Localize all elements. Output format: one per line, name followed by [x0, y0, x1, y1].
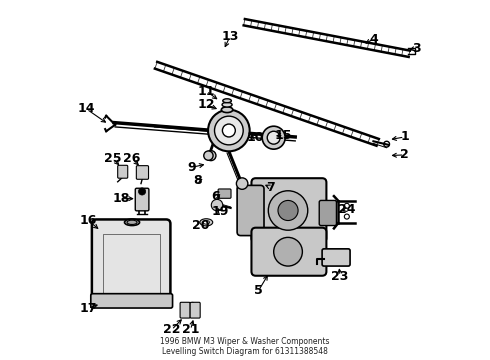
Text: 6: 6: [211, 190, 220, 203]
Circle shape: [139, 188, 146, 195]
Circle shape: [222, 124, 235, 137]
Text: 3: 3: [412, 41, 421, 54]
FancyBboxPatch shape: [136, 166, 148, 179]
Circle shape: [206, 150, 216, 161]
Ellipse shape: [127, 220, 137, 225]
Text: 7: 7: [266, 181, 274, 194]
Circle shape: [267, 131, 280, 144]
FancyBboxPatch shape: [251, 228, 326, 276]
Text: 9: 9: [187, 161, 196, 174]
Text: 15: 15: [275, 129, 293, 142]
Text: 22: 22: [163, 323, 180, 336]
Text: 17: 17: [79, 302, 97, 315]
Circle shape: [344, 214, 349, 219]
FancyBboxPatch shape: [251, 178, 326, 242]
Circle shape: [278, 201, 298, 221]
Circle shape: [274, 237, 302, 266]
FancyBboxPatch shape: [118, 165, 128, 178]
Circle shape: [344, 203, 349, 208]
Circle shape: [204, 151, 213, 160]
Ellipse shape: [124, 219, 140, 226]
Text: 26: 26: [123, 152, 141, 165]
FancyBboxPatch shape: [91, 294, 172, 308]
FancyBboxPatch shape: [190, 302, 200, 318]
Circle shape: [211, 199, 223, 211]
FancyBboxPatch shape: [180, 302, 190, 318]
FancyBboxPatch shape: [218, 189, 231, 198]
FancyBboxPatch shape: [135, 188, 149, 211]
Text: 16: 16: [79, 214, 97, 227]
FancyBboxPatch shape: [319, 201, 337, 226]
Text: 5: 5: [254, 284, 263, 297]
FancyBboxPatch shape: [237, 185, 264, 235]
Circle shape: [262, 126, 285, 149]
Text: 2: 2: [400, 148, 409, 161]
Text: 1: 1: [400, 130, 409, 144]
Circle shape: [236, 178, 248, 189]
Ellipse shape: [223, 99, 231, 103]
FancyBboxPatch shape: [322, 249, 350, 266]
Circle shape: [208, 110, 250, 151]
Ellipse shape: [222, 102, 232, 107]
Text: 23: 23: [331, 270, 349, 283]
Text: 12: 12: [197, 98, 215, 111]
Text: 10: 10: [247, 131, 265, 144]
Text: 14: 14: [78, 103, 95, 116]
Circle shape: [269, 191, 308, 230]
Text: 21: 21: [182, 323, 199, 336]
Text: 25: 25: [104, 152, 122, 165]
Circle shape: [215, 116, 243, 145]
Ellipse shape: [203, 221, 210, 224]
Ellipse shape: [200, 219, 213, 226]
Text: 13: 13: [221, 30, 239, 43]
Text: 18: 18: [113, 192, 130, 205]
Text: 20: 20: [193, 219, 210, 233]
Text: 8: 8: [194, 174, 202, 187]
Text: 24: 24: [339, 203, 356, 216]
Text: 11: 11: [197, 85, 215, 98]
Text: 4: 4: [369, 32, 378, 46]
Ellipse shape: [221, 107, 233, 113]
FancyBboxPatch shape: [92, 220, 171, 303]
Text: 19: 19: [211, 205, 228, 218]
Text: 1996 BMW M3 Wiper & Washer Components
Levelling Switch Diagram for 61311388548: 1996 BMW M3 Wiper & Washer Components Le…: [160, 337, 330, 356]
